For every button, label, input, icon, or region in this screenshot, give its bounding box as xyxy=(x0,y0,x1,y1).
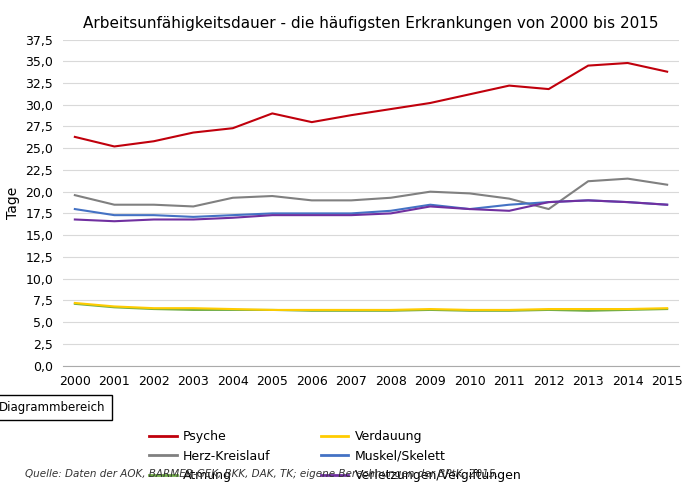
Y-axis label: Tage: Tage xyxy=(6,186,20,219)
Legend: Psyche, Herz-Kreislauf, Atmung, Verdauung, Muskel/Skelett, Verletzungen/Vergiftu: Psyche, Herz-Kreislauf, Atmung, Verdauun… xyxy=(149,430,522,482)
Text: Diagrammbereich: Diagrammbereich xyxy=(0,401,106,414)
Title: Arbeitsunfähigkeitsdauer - die häufigsten Erkrankungen von 2000 bis 2015: Arbeitsunfähigkeitsdauer - die häufigste… xyxy=(83,16,659,32)
Text: Quelle: Daten der AOK, BARMER-GEK, BKK, DAK, TK; eigene Berechnungen der BPtK, 2: Quelle: Daten der AOK, BARMER-GEK, BKK, … xyxy=(25,469,498,479)
